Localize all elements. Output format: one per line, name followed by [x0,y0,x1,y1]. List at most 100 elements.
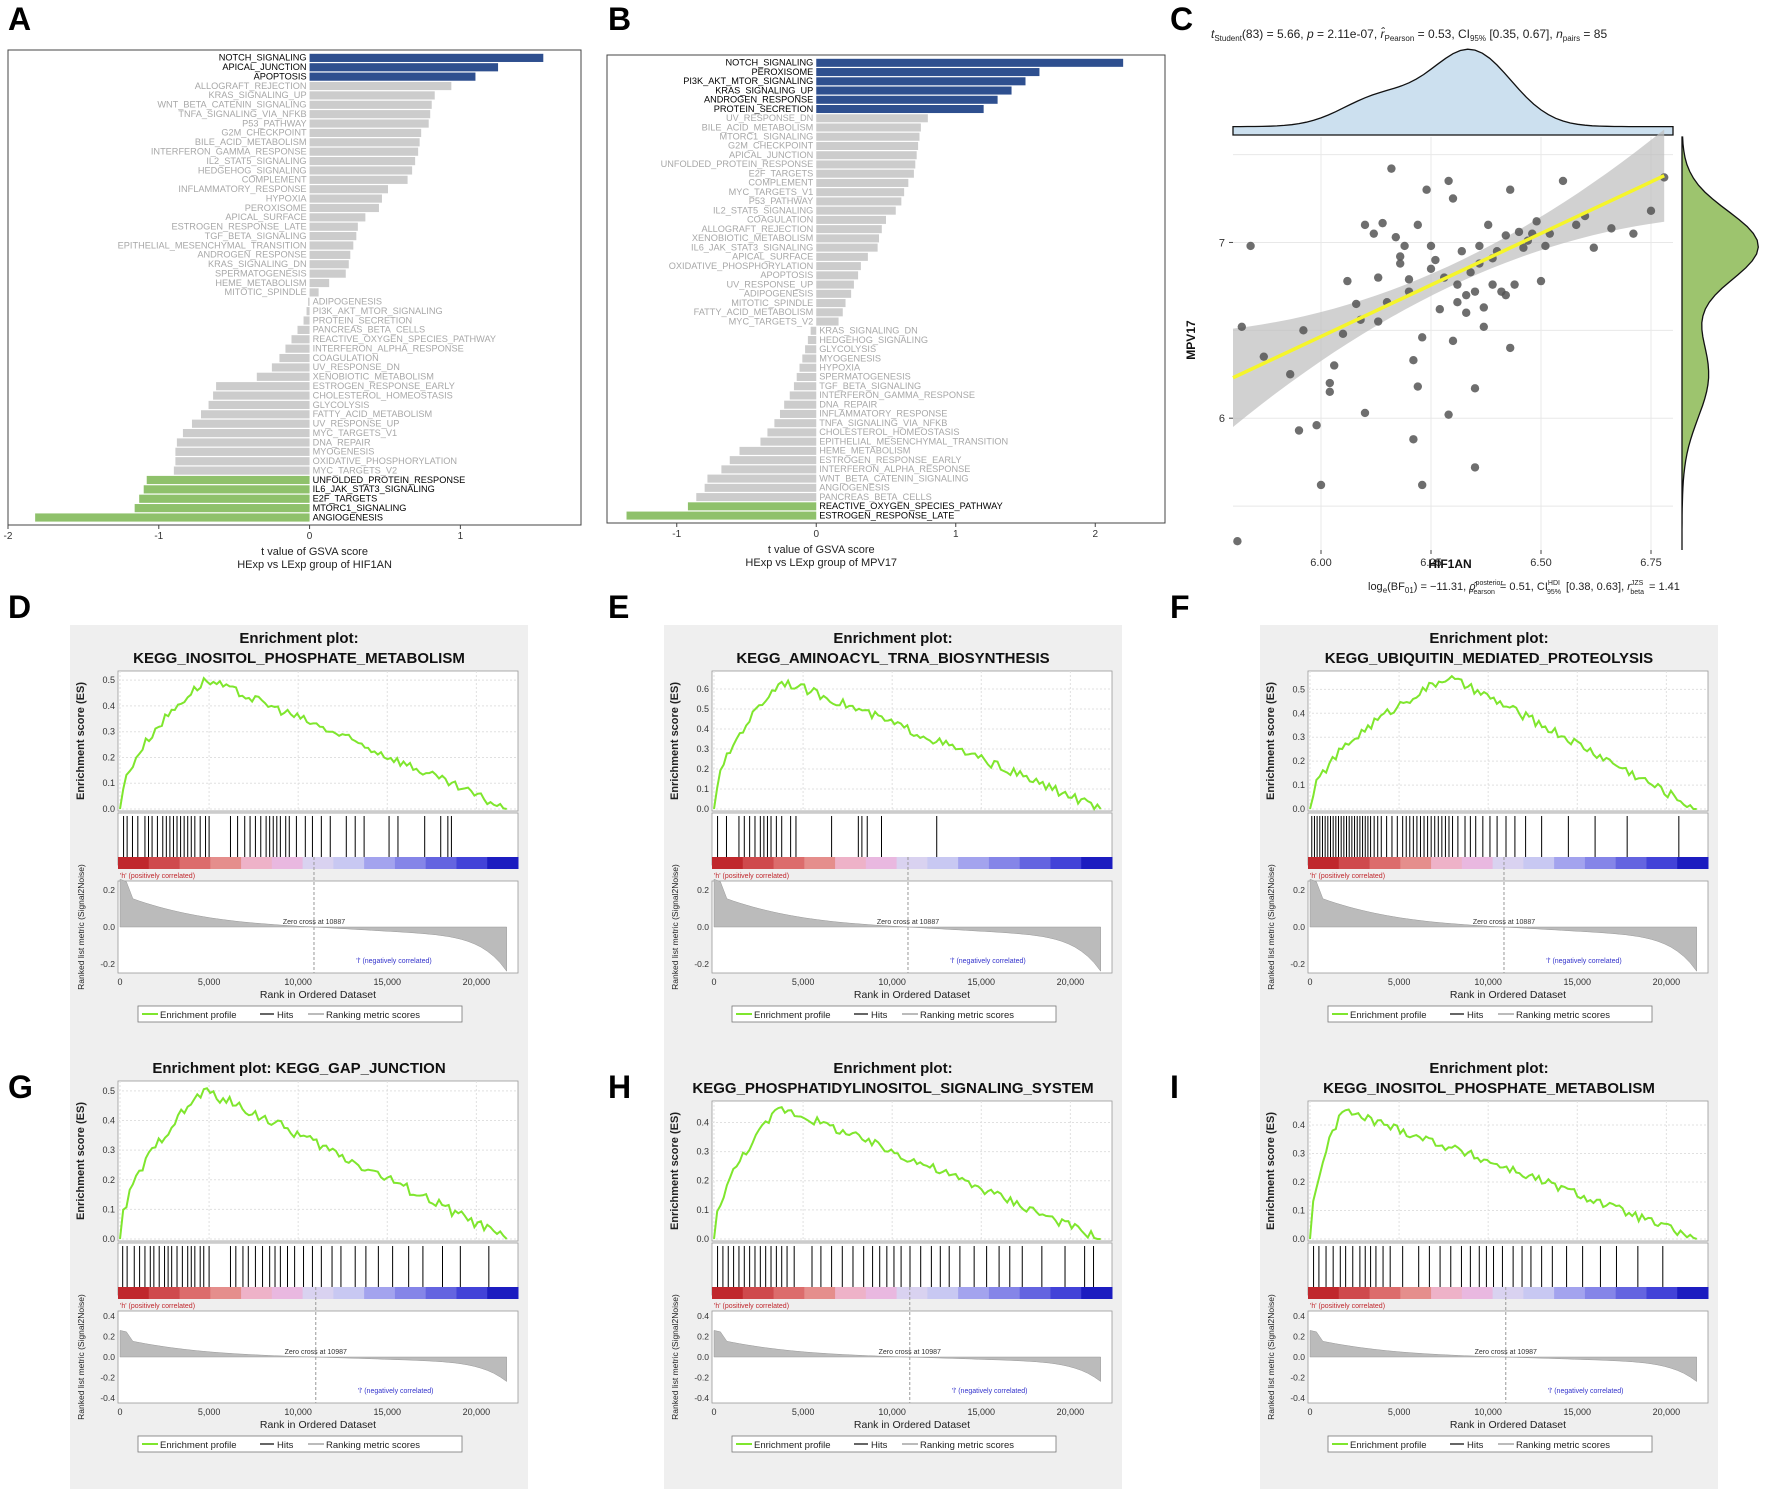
bar [816,86,1012,95]
bar [774,419,817,428]
bar-label: ESTROGEN_RESPONSE_LATE [819,510,954,520]
data-point [1316,480,1326,490]
top-marginal-density [1232,48,1674,136]
data-point [1233,537,1242,546]
bar-label: CHOLESTEROL_HOMEOSTASIS [313,390,453,400]
rank-heat-segment [1554,857,1586,869]
data-point [1413,382,1423,391]
panel-h-enrichment-plot: Enrichment plot: KEGG_PHOSPHATIDYLINOSITO… [664,1055,1122,1489]
y-tick-label: 0.3 [1292,732,1305,742]
bar-label: CHOLESTEROL_HOMEOSTASIS [819,427,959,437]
bar-label: G2M_CHECKPOINT [728,141,814,151]
bar [816,114,928,123]
metric-tick-label: -0.2 [1290,959,1305,969]
y-tick-label: 0.2 [1292,756,1305,766]
bar [309,119,429,128]
bar-label: TNFA_SIGNALING_VIA_NFKB [178,109,306,119]
x-tick-label: 10,000 [878,1407,906,1417]
x-tick-label: 15,000 [374,1407,402,1417]
bar [309,166,413,175]
bar-label: HEME_METABOLISM [215,278,306,288]
data-point [1426,241,1436,251]
bar-label: INFLAMMATORY_RESPONSE [819,409,947,419]
legend-es-label: Enrichment profile [754,1010,831,1021]
enrichment-profile-line [713,678,1102,811]
metric-tick-label: -0.2 [694,1372,709,1382]
rank-heat-segment [1431,857,1463,869]
rank-heat-segment [804,1287,836,1299]
bar [810,326,817,335]
plot-title: Enrichment plot: KEGG_GAP_JUNCTION [152,1060,445,1077]
y-axis-label: Enrichment score (ES) [75,1102,87,1220]
bar [309,269,346,278]
y-tick-label: 0.5 [102,1086,115,1096]
bar-label: DNA_REPAIR [313,437,371,447]
x-tick-label: 2 [1092,529,1098,540]
legend-es-label: Enrichment profile [754,1440,831,1451]
bar [816,197,902,206]
bar [816,77,1026,86]
bar-label: HEDGEHOG_SIGNALING [198,165,307,175]
ranking-metric-area [1309,878,1697,972]
bar [816,141,919,150]
enrichment-profile-line [1309,1108,1698,1240]
negative-correlated-label: 'l' (negatively correlated) [358,1388,433,1395]
rank-heat-segment [179,1287,211,1299]
y-tick-label: 0.1 [1292,780,1305,790]
y-tick-label: 0.4 [102,701,115,711]
bar [303,316,310,325]
x-tick-label: 0 [1307,977,1312,987]
x-tick-label: 20,000 [1057,977,1085,987]
bar [816,169,914,178]
bar-label: XENOBIOTIC_METABOLISM [692,233,813,243]
bar [309,288,319,297]
bar [309,241,354,250]
x-tick-label: 0 [813,529,819,540]
data-point [1501,290,1511,300]
x-tick-label: 0 [307,531,313,542]
metric-tick-label: 0.2 [1293,885,1305,895]
x-tick-label: -1 [672,529,681,540]
bar-label: DNA_REPAIR [819,399,877,409]
rank-heat-segment [865,857,898,869]
data-point [1360,220,1370,230]
bar [784,400,817,409]
right-marginal-density [1681,136,1759,550]
plot-title: KEGG_AMINOACYL_TRNA_BIOSYNTHESIS [736,650,1049,667]
panel-label-c: C [1170,1,1193,37]
bar-label: TGF_BETA_SIGNALING [205,231,307,241]
bar [182,429,310,438]
metric-tick-label: 0.0 [1293,922,1305,932]
rank-heat-segment [1615,857,1647,869]
rank-heat-segment [1369,1287,1401,1299]
metric-tick-label: 0.2 [697,1332,709,1342]
positive-correlated-label: 'h' (positively correlated) [120,873,195,880]
bar [729,456,817,465]
x-tick-label: 1 [458,531,464,542]
rank-heat-segment [241,1287,273,1299]
bar-label: UV_RESPONSE_DN [313,362,400,372]
bar-label: BILE_ACID_METABOLISM [195,137,307,147]
bar-label: UV_RESPONSE_UP [313,419,400,429]
y-axis-label: Enrichment score (ES) [1265,682,1277,800]
bar-label: OXIDATIVE_PHOSPHORYLATION [313,456,457,466]
bar-label: SPERMATOGENESIS [819,372,911,382]
metric-tick-label: 0.4 [697,1311,709,1321]
bar-label: NOTCH_SIGNALING [219,53,307,63]
data-point [1396,252,1405,261]
bar [309,156,416,166]
data-point [1409,355,1418,365]
bar [309,213,366,222]
rank-heat-segment [1338,1287,1371,1299]
rank-heat-segment [1019,1287,1051,1299]
bar-label: G2M_CHECKPOINT [221,128,307,138]
y-tick-label: 0.0 [1292,1234,1305,1244]
data-point [1466,268,1475,277]
data-point [1325,387,1335,397]
x-tick-label: 10,000 [878,977,906,987]
bar [297,325,310,334]
metric-tick-label: -0.4 [1290,1393,1305,1403]
plot-title: Enrichment plot: [1429,630,1548,647]
bar-label: KRAS_SIGNALING_UP [715,85,813,95]
bar [805,345,817,354]
